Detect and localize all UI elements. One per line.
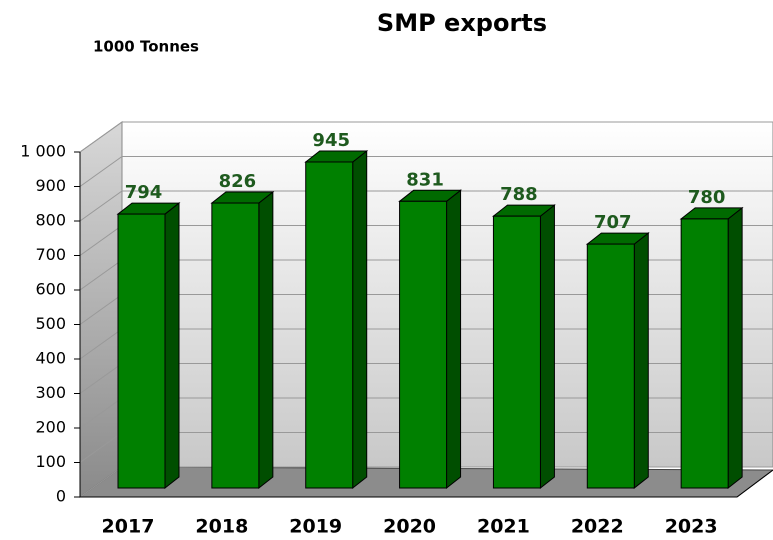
- y-tick-label: 1 000: [20, 142, 66, 161]
- axis-label: 1000 Tonnes: [93, 38, 199, 56]
- grid-line: [79, 190, 773, 222]
- bar-side: [539, 204, 555, 490]
- bar: [492, 215, 541, 489]
- value-label: 831: [406, 169, 444, 190]
- y-tick-label: 100: [35, 452, 66, 471]
- bar: [211, 202, 260, 489]
- y-tick-label: 200: [35, 418, 66, 437]
- x-axis-depth: [736, 469, 773, 498]
- value-label: 945: [312, 130, 350, 151]
- value-label: 788: [500, 184, 538, 205]
- y-tick-label: 800: [35, 211, 66, 230]
- x-tick-label: 2019: [289, 516, 342, 538]
- bar-side: [633, 232, 649, 490]
- bar: [399, 200, 448, 489]
- bar: [117, 213, 166, 489]
- bar: [586, 243, 635, 489]
- x-tick-label: 2020: [383, 516, 436, 538]
- bar-side: [258, 191, 274, 490]
- x-tick-label: 2022: [571, 516, 624, 538]
- x-tick-label: 2018: [195, 516, 248, 538]
- value-label: 794: [125, 182, 163, 203]
- x-tick-label: 2021: [477, 516, 530, 538]
- grid-line: [79, 121, 773, 153]
- bar: [305, 161, 354, 489]
- value-label: 707: [594, 212, 632, 233]
- value-label: 780: [688, 187, 726, 208]
- grid-line: [79, 156, 773, 187]
- bar-side: [727, 206, 743, 490]
- chart-title: SMP exports: [377, 9, 547, 37]
- y-tick-label: 700: [35, 245, 66, 264]
- y-tick-label: 900: [35, 176, 66, 195]
- bar-side: [446, 189, 462, 490]
- y-tick-label: 500: [35, 314, 66, 333]
- bar-side: [352, 149, 368, 490]
- y-tick-label: 300: [35, 383, 66, 402]
- value-label: 826: [219, 171, 257, 192]
- x-tick-label: 2017: [102, 516, 155, 538]
- y-tick-label: 0: [56, 487, 66, 506]
- bar: [680, 218, 729, 489]
- y-tick-label: 600: [35, 280, 66, 299]
- x-tick-label: 2023: [665, 516, 718, 538]
- bar-side: [164, 202, 180, 490]
- y-tick-label: 400: [35, 349, 66, 368]
